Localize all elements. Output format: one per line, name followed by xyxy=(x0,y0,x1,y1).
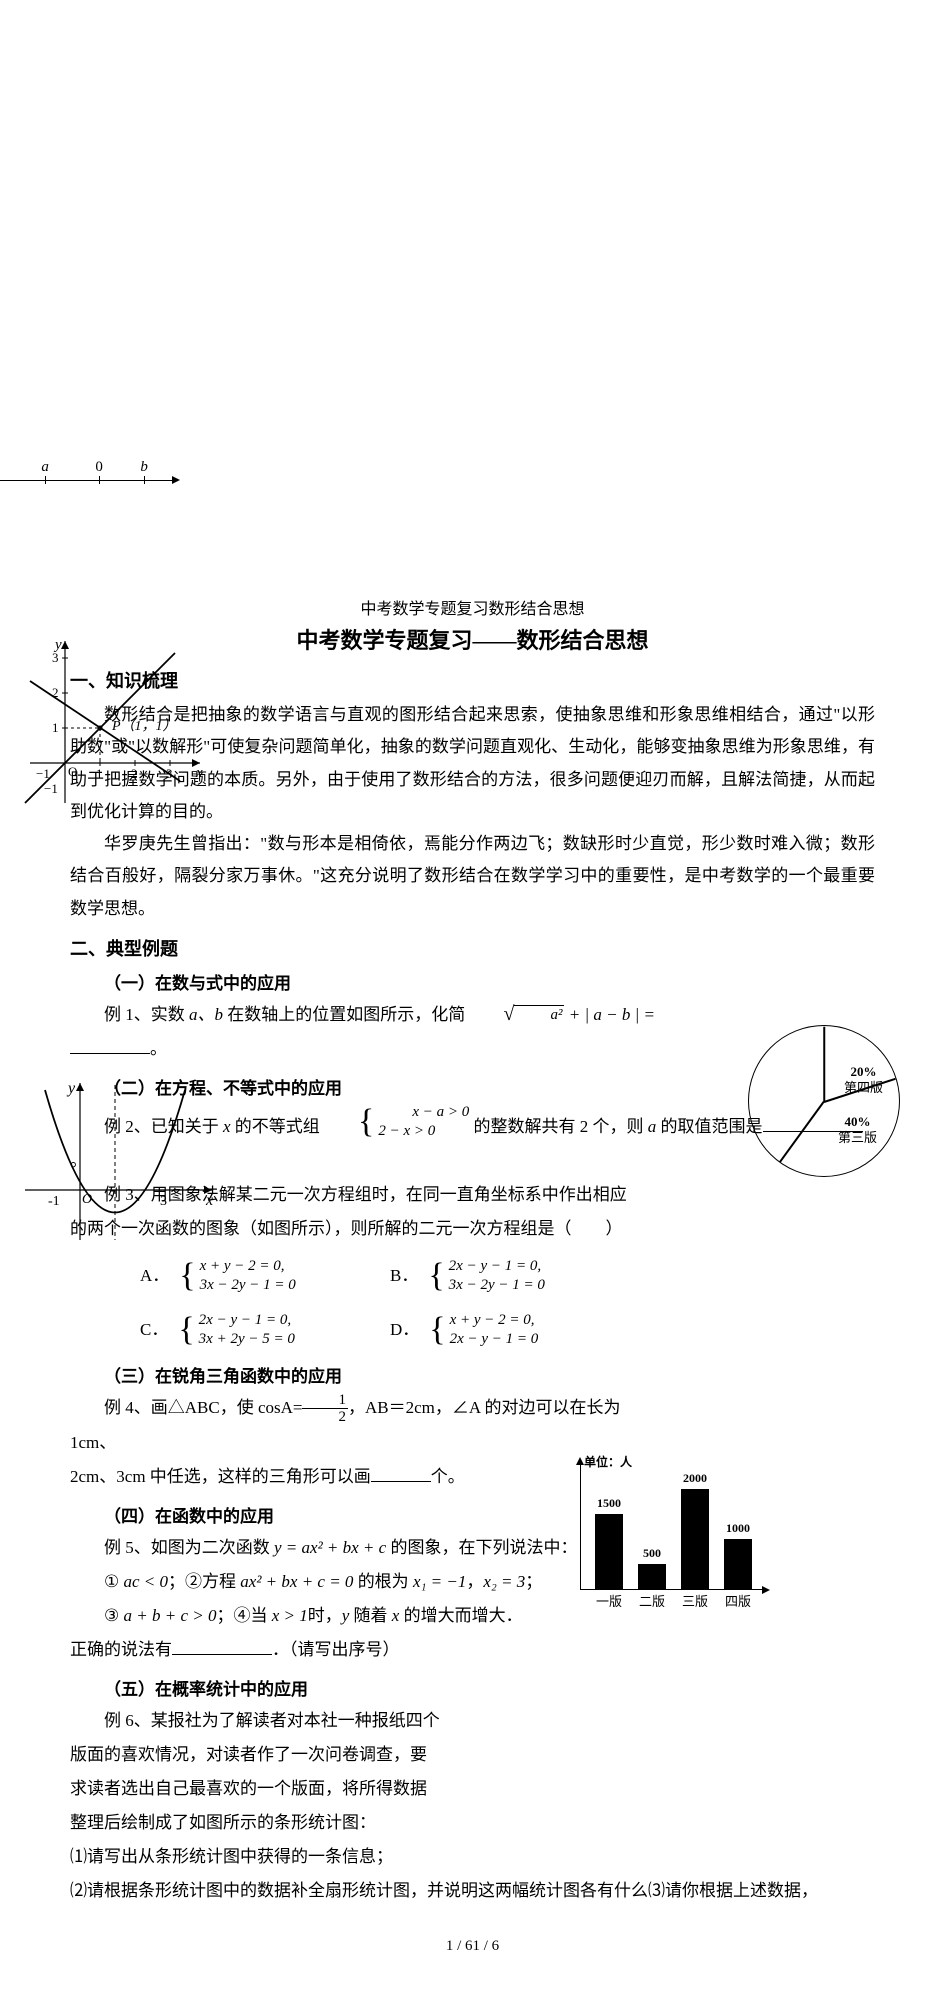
barchart-y-axis xyxy=(580,1465,581,1590)
svg-text:-1: -1 xyxy=(48,1194,60,1209)
svg-text:2: 2 xyxy=(52,685,59,700)
svg-text:−1: −1 xyxy=(44,781,58,796)
svg-text:1: 1 xyxy=(52,720,59,735)
bar-3 xyxy=(681,1489,709,1589)
svg-text:−1: −1 xyxy=(36,766,50,781)
numline-tick xyxy=(99,476,100,484)
numline-label-a: a xyxy=(41,459,49,476)
option-a: A． {x + y − 2 = 0,3x − 2y − 1 = 0 xyxy=(140,1252,390,1300)
fraction-half: 12 xyxy=(302,1392,348,1426)
bar-chart-figure: 单位：人 1500 一版 500 二版 2000 三版 1000 四版 xyxy=(550,1455,770,1615)
bar-3-value: 2000 xyxy=(675,1471,715,1486)
bar-4 xyxy=(724,1539,752,1589)
point-p-label: P（1，1） xyxy=(112,715,177,735)
option-c: C． {2x − y − 1 = 0,3x + 2y − 5 = 0 xyxy=(140,1306,390,1354)
coord-graph-figure: y x O 1 2 3 −1 1 2 3 −1 P（1，1） xyxy=(20,633,210,808)
example-5-answer: 正确的说法有．（请写出序号） xyxy=(70,1633,875,1667)
numline-axis xyxy=(0,480,172,481)
svg-text:x: x xyxy=(195,765,203,781)
svg-text:1: 1 xyxy=(96,766,103,781)
bar-1-value: 1500 xyxy=(589,1496,629,1511)
svg-text:3: 3 xyxy=(166,766,173,781)
number-line-figure: a 0 b xyxy=(0,465,180,495)
example-6-line1: 例 6、某报社为了解读者对本社一种报纸四个 xyxy=(70,1704,875,1738)
barchart-x-axis xyxy=(580,1589,765,1590)
numline-tick xyxy=(45,476,46,484)
options-row-2: C． {2x − y − 1 = 0,3x + 2y − 5 = 0 D． {x… xyxy=(140,1306,875,1354)
subsection-1: （一）在数与式中的应用 xyxy=(70,969,875,994)
barchart-x-arrow xyxy=(762,1586,770,1594)
bar-3-cat: 三版 xyxy=(675,1591,715,1610)
svg-text:2: 2 xyxy=(131,766,138,781)
svg-text:O: O xyxy=(82,1192,92,1207)
subsection-5: （五）在概率统计中的应用 xyxy=(70,1675,875,1700)
parabola-figure: y x -1 O 3 xyxy=(20,1075,220,1245)
subsection-3: （三）在锐角三角函数中的应用 xyxy=(70,1362,875,1387)
numline-arrow xyxy=(172,476,180,484)
pie-label-20: 20%第四版 xyxy=(844,1064,883,1095)
pie-line xyxy=(823,1027,825,1102)
example-6-q2: ⑵请根据条形统计图中的数据补全扇形统计图，并说明这两幅统计图各有什么⑶请你根据上… xyxy=(70,1874,875,1908)
bar-4-value: 1000 xyxy=(718,1521,758,1536)
numline-label-b: b xyxy=(140,459,148,476)
options-row-1: A． {x + y − 2 = 0,3x − 2y − 1 = 0 B． {2x… xyxy=(140,1252,875,1300)
page-footer: 1 / 61 / 6 xyxy=(70,1938,875,1955)
svg-text:O: O xyxy=(68,764,77,779)
barchart-y-arrow xyxy=(576,1457,584,1465)
example-6-line2: 版面的喜欢情况，对读者作了一次问卷调查，要 xyxy=(70,1738,875,1772)
blank-field xyxy=(70,1036,150,1054)
svg-text:x: x xyxy=(205,1192,213,1209)
example-6-line4: 整理后绘制成了如图所示的条形统计图： xyxy=(70,1806,875,1840)
inequality-system: { x − a > 02 − x > 0 xyxy=(324,1103,469,1141)
pie-line xyxy=(779,1101,824,1163)
bar-2 xyxy=(638,1564,666,1589)
pie-circle: 20%第四版 40%第三版 xyxy=(748,1025,900,1177)
bar-1 xyxy=(595,1514,623,1589)
pie-chart-figure: 20%第四版 40%第三版 xyxy=(748,1025,900,1177)
barchart-unit-label: 单位：人 xyxy=(584,1453,632,1470)
example-6-line3: 求读者选出自己最喜欢的一个版面，将所得数据 xyxy=(70,1772,875,1806)
numline-tick xyxy=(144,476,145,484)
svg-text:y: y xyxy=(66,1080,76,1097)
parabola-svg: y x -1 O 3 xyxy=(20,1075,220,1245)
bar-2-cat: 二版 xyxy=(632,1591,672,1610)
section-2-heading: 二、典型例题 xyxy=(70,935,875,961)
bar-2-value: 500 xyxy=(632,1546,672,1561)
option-d: D． {x + y − 2 = 0,2x − y − 1 = 0 xyxy=(390,1306,640,1354)
svg-text:3: 3 xyxy=(160,1194,167,1209)
bar-4-cat: 四版 xyxy=(718,1591,758,1610)
numline-label-0: 0 xyxy=(95,459,103,476)
example-6-q1: ⑴请写出从条形统计图中获得的一条信息； xyxy=(70,1840,875,1874)
document-page: { "header_small": "中考数学专题复习数形结合思想", "tit… xyxy=(0,0,945,1995)
option-b: B． {2x − y − 1 = 0,3x − 2y − 1 = 0 xyxy=(390,1252,640,1300)
example-4-line1: 例 4、画△ABC，使 cosA=12，AB＝2cm，∠A 的对边可以在长为 1… xyxy=(70,1391,875,1460)
running-header: 中考数学专题复习数形结合思想 xyxy=(70,595,875,619)
blank-field xyxy=(371,1464,431,1482)
bar-1-cat: 一版 xyxy=(589,1591,629,1610)
sqrt-expr: √a² xyxy=(470,1005,565,1024)
blank-field xyxy=(172,1637,272,1655)
pie-label-40: 40%第三版 xyxy=(838,1114,877,1145)
intro-paragraph-2: 华罗庚先生曾指出："数与形本是相倚依，焉能分作两边飞；数缺形时少直觉，形少数时难… xyxy=(70,828,875,925)
svg-text:3: 3 xyxy=(52,650,59,665)
